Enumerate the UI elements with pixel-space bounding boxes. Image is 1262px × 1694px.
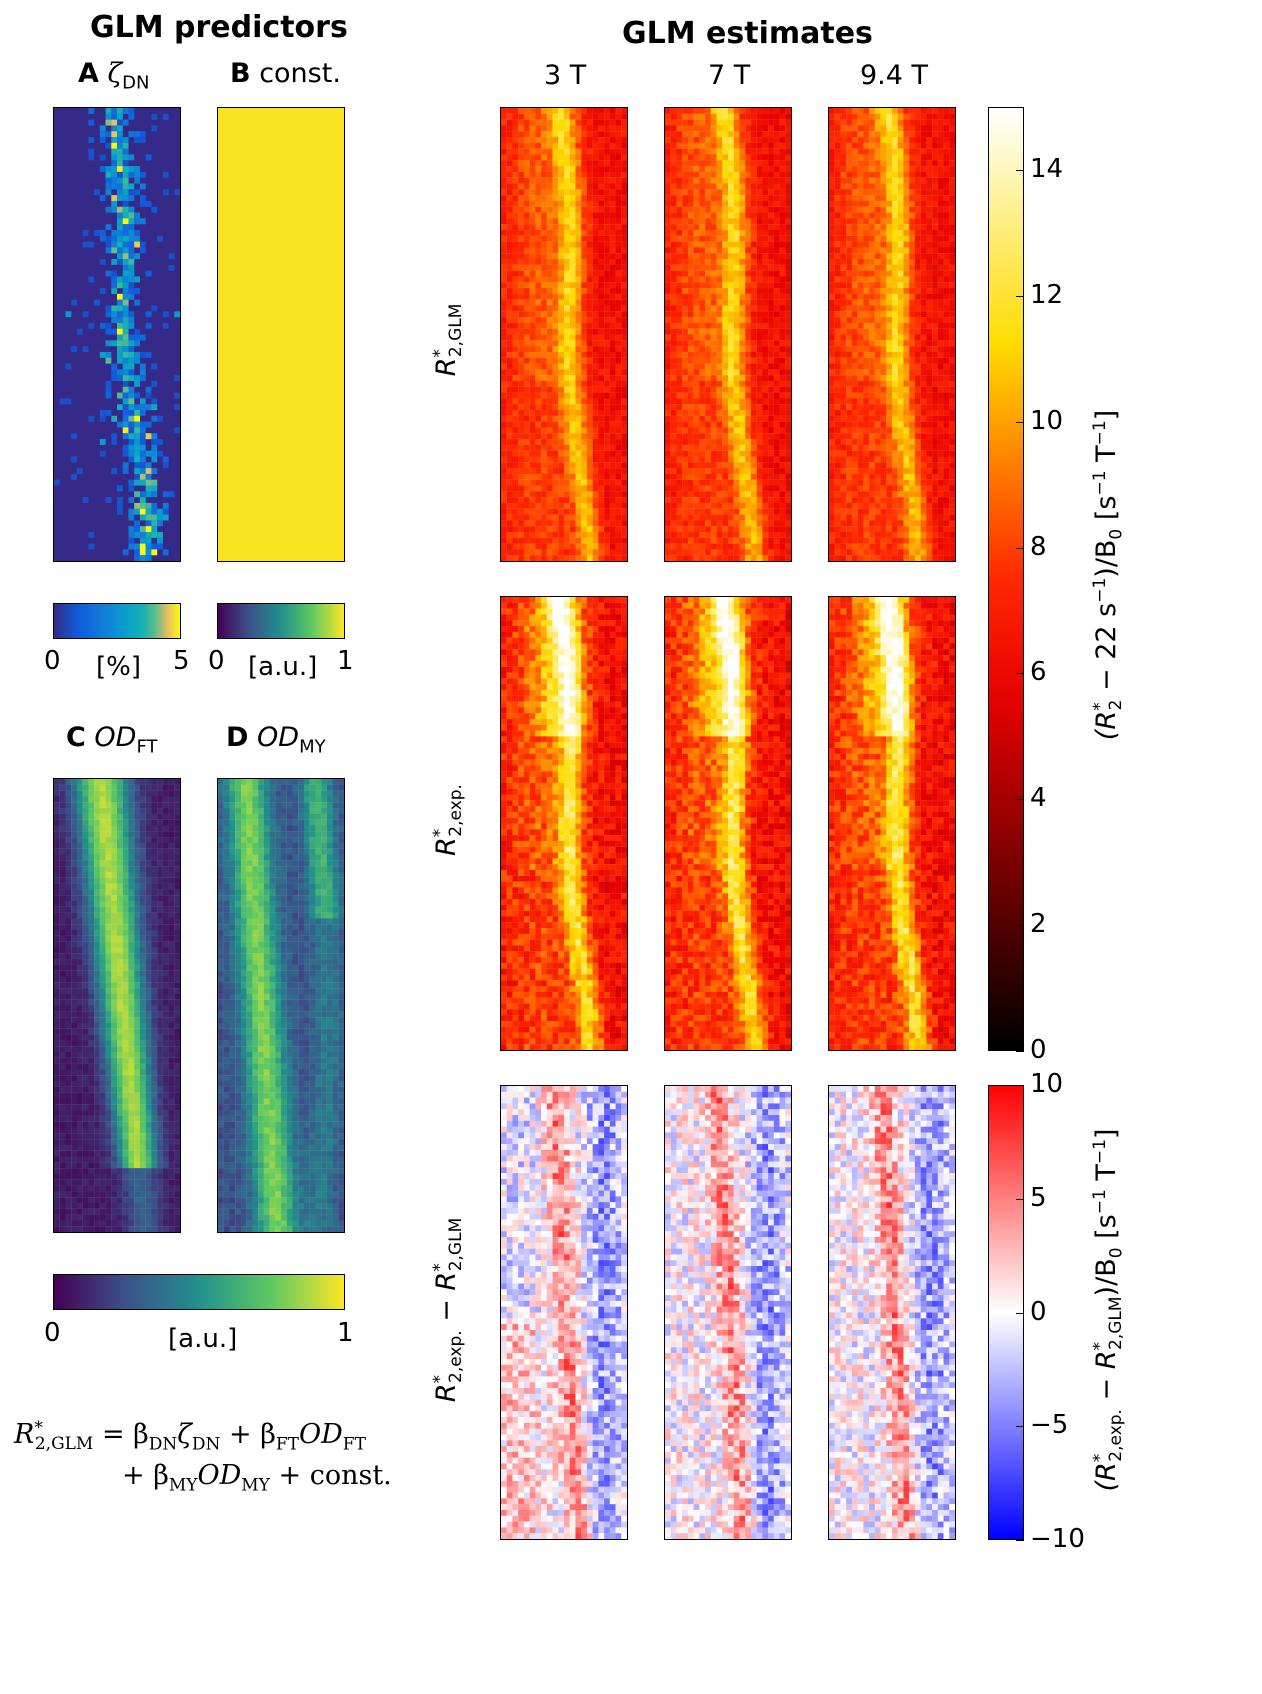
- colorbar-tick: [1016, 1051, 1024, 1052]
- colorbar-tick-label: 10: [1030, 1069, 1064, 1099]
- r2c2-heatmap: [665, 597, 791, 1050]
- colorbar-tick: [1016, 925, 1024, 927]
- colorbar-tick: [1016, 673, 1024, 675]
- r2-diff-3t-map: [500, 1085, 628, 1540]
- panel-a-label: A ζDN: [78, 58, 150, 94]
- colorbar-tick: [1016, 1540, 1024, 1541]
- colorbar-tick: [1016, 169, 1024, 171]
- right-title: GLM estimates: [622, 16, 873, 51]
- r1c2-heatmap: [665, 108, 791, 561]
- col-header-3t: 3 T: [544, 60, 587, 91]
- colorbar-tick: [1016, 547, 1024, 549]
- colorbar-tick-label: 6: [1030, 657, 1047, 688]
- col-header-7t: 7 T: [708, 60, 751, 91]
- colorbar-r2-label: (R*2 − 22 s−1)/B0 [s−1 T−1]: [1090, 409, 1127, 741]
- panel-c-label: C ODFT: [66, 722, 158, 758]
- row-label-diff: R*2,exp. − R*2,GLM: [430, 1217, 467, 1403]
- cbar-a-min: 0: [44, 646, 61, 676]
- colorbar-tick-label: 12: [1030, 279, 1064, 310]
- cbar-a-unit: [%]: [96, 652, 141, 682]
- colorbar-r2: [988, 107, 1024, 1051]
- r2-glm-7t-map: [664, 107, 792, 562]
- r2c1-heatmap: [501, 597, 627, 1050]
- zeta-dn-map: [53, 107, 181, 562]
- colorbar-const: [217, 603, 345, 639]
- r1c3-heatmap: [829, 108, 955, 561]
- glm-equation-line2: + βMYODMY + const.: [122, 1460, 392, 1496]
- cbar-cd-min: 0: [44, 1318, 61, 1348]
- r2-glm-3t-map: [500, 107, 628, 562]
- r2-diff-94t-map: [828, 1085, 956, 1540]
- row-label-exp: R*2,exp.: [430, 784, 467, 856]
- colorbar-tick-label: 10: [1030, 405, 1064, 436]
- od-ft-map: [53, 778, 181, 1233]
- colorbar-tick: [1016, 799, 1024, 801]
- r2-exp-3t-map: [500, 596, 628, 1051]
- colorbar-tick-label: −10: [1030, 1524, 1085, 1554]
- panel-b-label: B const.: [230, 58, 341, 89]
- r3c2-heatmap: [665, 1086, 791, 1539]
- cbar-cd-unit: [a.u.]: [168, 1324, 238, 1354]
- od-my-map: [217, 778, 345, 1233]
- glm-equation-line1: R*2,GLM = βDNζDN + βFTODFT: [14, 1418, 366, 1455]
- pD-heatmap: [218, 779, 344, 1232]
- r2c3-heatmap: [829, 597, 955, 1050]
- cbar-a-max: 5: [173, 646, 190, 676]
- cbar-cd-max: 1: [337, 1318, 354, 1348]
- r2-exp-7t-map: [664, 596, 792, 1051]
- pA-heatmap: [54, 108, 180, 561]
- r2-glm-94t-map: [828, 107, 956, 562]
- cbar-b-min: 0: [208, 646, 225, 676]
- pC-heatmap: [54, 779, 180, 1232]
- row-label-glm: R*2,GLM: [430, 303, 467, 377]
- colorbar-tick-label: 2: [1030, 909, 1047, 940]
- r1c1-heatmap: [501, 108, 627, 561]
- r2-diff-7t-map: [664, 1085, 792, 1540]
- colorbar-tick-label: 0: [1030, 1296, 1047, 1327]
- colorbar-tick: [1016, 421, 1024, 423]
- colorbar-tick: [1016, 1085, 1024, 1086]
- colorbar-tick: [1016, 1198, 1024, 1200]
- left-title: GLM predictors: [90, 10, 348, 45]
- colorbar-zeta: [53, 603, 181, 639]
- const-map: [217, 107, 345, 562]
- r3c1-heatmap: [501, 1086, 627, 1539]
- colorbar-tick-label: −5: [1030, 1410, 1069, 1441]
- panel-d-label: D ODMY: [226, 722, 326, 758]
- colorbar-tick: [1016, 1426, 1024, 1428]
- r3c3-heatmap: [829, 1086, 955, 1539]
- colorbar-tick-label: 5: [1030, 1182, 1047, 1213]
- colorbar-tick-label: 8: [1030, 531, 1047, 562]
- r2-exp-94t-map: [828, 596, 956, 1051]
- cbar-b-unit: [a.u.]: [248, 652, 318, 682]
- colorbar-tick-label: 14: [1030, 153, 1064, 184]
- cbar-b-max: 1: [337, 646, 354, 676]
- colorbar-tick: [1016, 1312, 1024, 1314]
- colorbar-tick: [1016, 295, 1024, 297]
- colorbar-tick-label: 0: [1030, 1035, 1047, 1065]
- colorbar-diff-label: (R*2,exp. − R*2,GLM)/B0 [s−1 T−1]: [1090, 1128, 1127, 1492]
- colorbar-tick-label: 4: [1030, 783, 1047, 814]
- col-header-94t: 9.4 T: [860, 60, 929, 91]
- colorbar-od: [53, 1274, 345, 1310]
